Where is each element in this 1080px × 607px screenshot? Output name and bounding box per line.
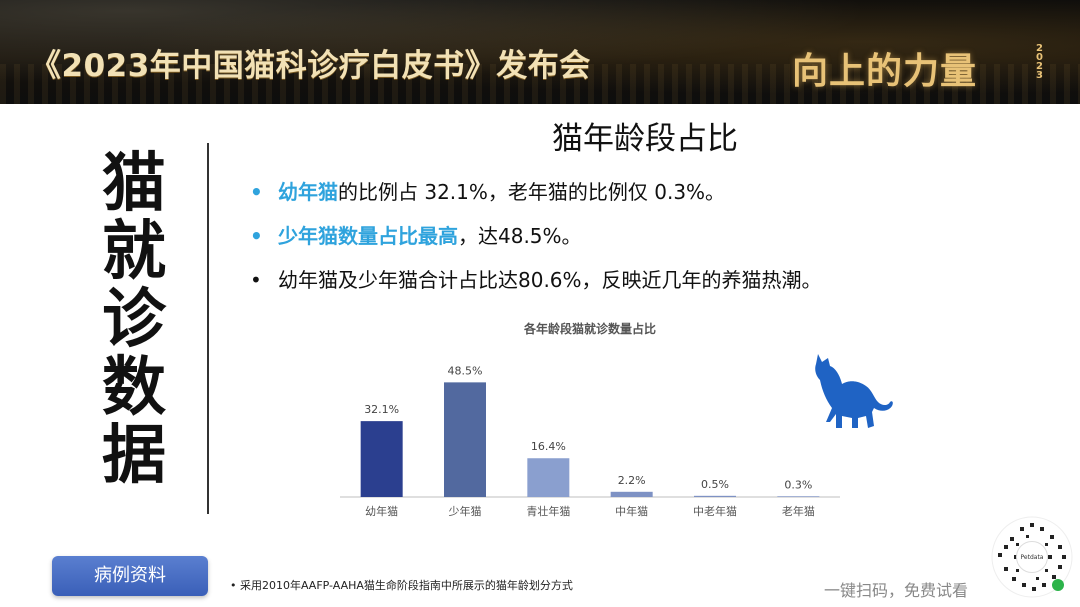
- x-tick-label-1: 少年猫: [449, 504, 482, 518]
- bullet-text: 幼年猫及少年猫合计占比达80.6%，反映近几年的养猫热潮。: [278, 268, 822, 292]
- header-glow: [0, 0, 1080, 104]
- bullet-list: • 幼年猫的比例占 32.1%，老年猫的比例仅 0.3%。 • 少年猫数量占比最…: [250, 175, 930, 307]
- bullet-item: • 少年猫数量占比最高，达48.5%。: [250, 219, 930, 263]
- data-label-4: 0.5%: [701, 478, 729, 491]
- x-tick-label-0: 幼年猫: [365, 504, 398, 518]
- cat-silhouette-icon: [815, 354, 893, 428]
- bar-3: [610, 491, 653, 497]
- bar-chart: 32.1% 幼年猫 48.5% 少年猫 16.4% 青壮年猫 2.2% 中年猫 0.5% 中老年猫…: [340, 364, 840, 518]
- header-banner: 《2023年中国猫科诊疗白皮书》发布会 向上的力量 2023: [0, 0, 1080, 104]
- x-tick-label-5: 老年猫: [782, 504, 815, 518]
- bullet-dot: •: [250, 180, 263, 204]
- scan-cta-text: 一键扫码，免费试看: [824, 581, 969, 600]
- bullet-text: 的比例占 32.1%，老年猫的比例仅 0.3%。: [338, 180, 726, 204]
- data-label-1: 48.5%: [448, 364, 483, 377]
- footnote: • 采用2010年AAFP-AAHA猫生命阶段指南中所展示的猫年龄划分方式: [230, 579, 573, 592]
- bar-1: [444, 382, 486, 497]
- bullet-item: • 幼年猫及少年猫合计占比达80.6%，反映近几年的养猫热潮。: [250, 263, 930, 307]
- side-title: 猫就诊数据: [102, 147, 166, 493]
- bullet-text: ，达48.5%。: [458, 224, 582, 248]
- header-city-texture: [0, 64, 1080, 104]
- bar-4: [694, 495, 736, 497]
- x-tick-label-4: 中老年猫: [693, 504, 737, 518]
- bullet-dot: •: [250, 268, 262, 292]
- bar-0: [360, 421, 403, 497]
- event-title: 《2023年中国猫科诊疗白皮书》发布会: [30, 48, 591, 84]
- slide-title: 猫年龄段占比: [552, 121, 738, 157]
- bullet-item: • 幼年猫的比例占 32.1%，老年猫的比例仅 0.3%。: [250, 175, 930, 219]
- x-tick-label-2: 青壮年猫: [526, 504, 570, 518]
- brand-year: 2023: [1036, 43, 1043, 81]
- data-label-5: 0.3%: [784, 478, 812, 491]
- data-label-0: 32.1%: [364, 403, 399, 416]
- vertical-divider: [207, 143, 209, 514]
- qr-center-logo: Petdata: [1016, 541, 1048, 573]
- chart-title: 各年龄段猫就诊数量占比: [523, 322, 656, 336]
- bullet-dot: •: [250, 224, 263, 248]
- bar-5: [777, 496, 820, 497]
- x-tick-label-3: 中年猫: [615, 504, 648, 518]
- case-data-tag: 病例资料: [52, 556, 208, 596]
- brand-slogan: 向上的力量: [792, 51, 978, 92]
- data-label-3: 2.2%: [618, 474, 646, 487]
- bar-2: [527, 458, 570, 497]
- data-label-2: 16.4%: [531, 440, 566, 453]
- bullet-highlight: 幼年猫: [278, 180, 338, 204]
- bullet-highlight: 少年猫数量占比最高: [278, 224, 458, 248]
